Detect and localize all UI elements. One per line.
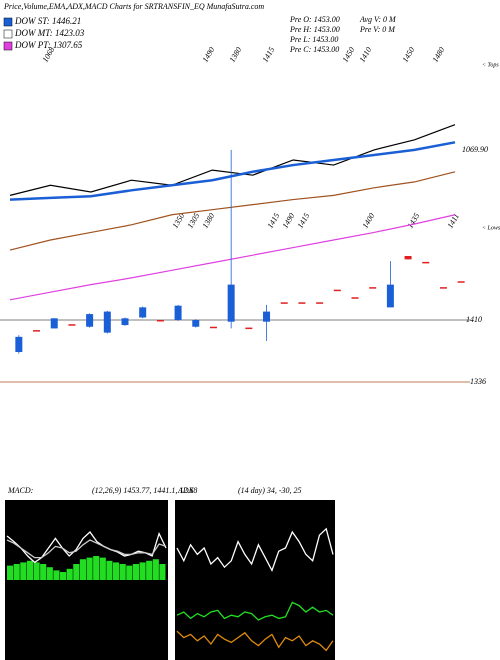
- info-text: Pre C: 1453.00: [289, 45, 339, 54]
- adx-title: ADX: [177, 486, 195, 495]
- histogram-bar: [146, 560, 153, 580]
- indicator-line: [6, 539, 167, 559]
- info-text: Pre L: 1453.00: [289, 35, 338, 44]
- info-text: Pre H: 1453.00: [289, 25, 340, 34]
- candle-body: [121, 318, 129, 326]
- histogram-bar: [20, 562, 27, 580]
- candle-body: [351, 297, 359, 299]
- histogram-bar: [7, 565, 14, 580]
- side-label: 1336: [470, 377, 486, 386]
- candle-body: [245, 327, 253, 330]
- low-label: 1435: [406, 212, 422, 230]
- histogram-bar: [46, 567, 53, 580]
- histogram-bar: [73, 564, 80, 580]
- low-label: 1415: [266, 212, 282, 230]
- legend-swatch: [3, 41, 13, 51]
- low-label: 1400: [361, 212, 377, 230]
- candle-body: [280, 302, 288, 304]
- low-label: 1415: [296, 212, 312, 230]
- top-label: 1415: [261, 46, 277, 64]
- histogram-bar: [152, 559, 159, 580]
- candle-body: [457, 281, 465, 283]
- candle-body: [316, 302, 324, 304]
- legend-swatch: [3, 29, 13, 39]
- histogram-bar: [26, 560, 33, 580]
- macd-subtitle: (12,26,9) 1453.77, 1441.1, 12.68: [92, 486, 197, 495]
- candle-body: [86, 314, 94, 327]
- top-label: 1490: [201, 46, 217, 64]
- indicator-line: [176, 601, 334, 621]
- top-label: 1480: [431, 46, 447, 64]
- adx-subtitle: (14 day) 34, -30, 25: [238, 486, 302, 495]
- low-label: 1490: [281, 212, 297, 230]
- candle-body: [369, 287, 377, 289]
- series-line: [9, 214, 456, 301]
- low-label: 1305: [186, 212, 202, 230]
- candle-body: [50, 318, 58, 329]
- candle-body: [209, 326, 217, 329]
- candle-body: [422, 261, 430, 264]
- series-line: [9, 171, 456, 251]
- top-label: 1380: [228, 46, 244, 64]
- histogram-bar: [79, 559, 86, 580]
- histogram-bar: [13, 564, 20, 580]
- low-label: 1380: [201, 212, 217, 230]
- legend-label: DOW ST: 1446.21: [14, 16, 81, 26]
- histogram-bar: [132, 564, 139, 580]
- series-line: [9, 141, 456, 201]
- top-label: 1450: [401, 46, 417, 64]
- legend-swatch: [3, 17, 13, 27]
- candle-body: [68, 324, 76, 326]
- adx-panel: [175, 500, 335, 660]
- candle-body: [103, 311, 111, 333]
- info-text: Pre V: 0 M: [359, 25, 396, 34]
- series-line: [9, 124, 456, 196]
- candle-body: [263, 311, 271, 322]
- histogram-bar: [119, 564, 126, 580]
- legend-label: DOW MT: 1423.03: [14, 28, 85, 38]
- side-label: < Lows: [482, 225, 500, 231]
- histogram-bar: [113, 562, 120, 580]
- indicator-line: [176, 527, 334, 573]
- top-label: 1450: [341, 46, 357, 64]
- macd-title: MACD:: [7, 486, 34, 495]
- chart-title: Price,Volume,EMA,ADX,MACD Charts for SRT…: [3, 2, 264, 11]
- candle-body: [156, 320, 164, 322]
- histogram-bar: [53, 570, 60, 580]
- histogram-bar: [159, 564, 166, 580]
- candle-body: [227, 284, 235, 322]
- histogram-bar: [139, 562, 146, 580]
- histogram-bar: [33, 562, 40, 580]
- histogram-bar: [60, 572, 67, 580]
- indicator-line: [176, 630, 334, 652]
- side-label: < Tops: [482, 62, 499, 68]
- candle-body: [439, 287, 447, 289]
- candle-body: [386, 284, 394, 308]
- legend-label: DOW PT: 1307.65: [14, 40, 83, 50]
- histogram-bar: [126, 565, 133, 580]
- histogram-bar: [86, 557, 93, 580]
- candle-body: [33, 330, 41, 332]
- histogram-bar: [66, 568, 73, 580]
- histogram-bar: [99, 557, 106, 580]
- candle-body: [192, 320, 200, 327]
- candle-body: [404, 256, 412, 260]
- side-label: 1069.90: [462, 145, 488, 154]
- histogram-bar: [40, 564, 47, 580]
- histogram-bar: [106, 560, 113, 580]
- candle-body: [333, 289, 341, 292]
- candle-body: [298, 302, 306, 304]
- indicator-line: [6, 531, 167, 564]
- top-label: 1410: [358, 46, 374, 64]
- side-label: 1410: [466, 315, 482, 324]
- candle-body: [15, 336, 23, 352]
- info-text: Pre O: 1453.00: [289, 15, 340, 24]
- histogram-bar: [93, 556, 100, 580]
- info-text: Avg V: 0 M: [359, 15, 397, 24]
- candle-body: [139, 307, 147, 318]
- candle-body: [174, 305, 182, 320]
